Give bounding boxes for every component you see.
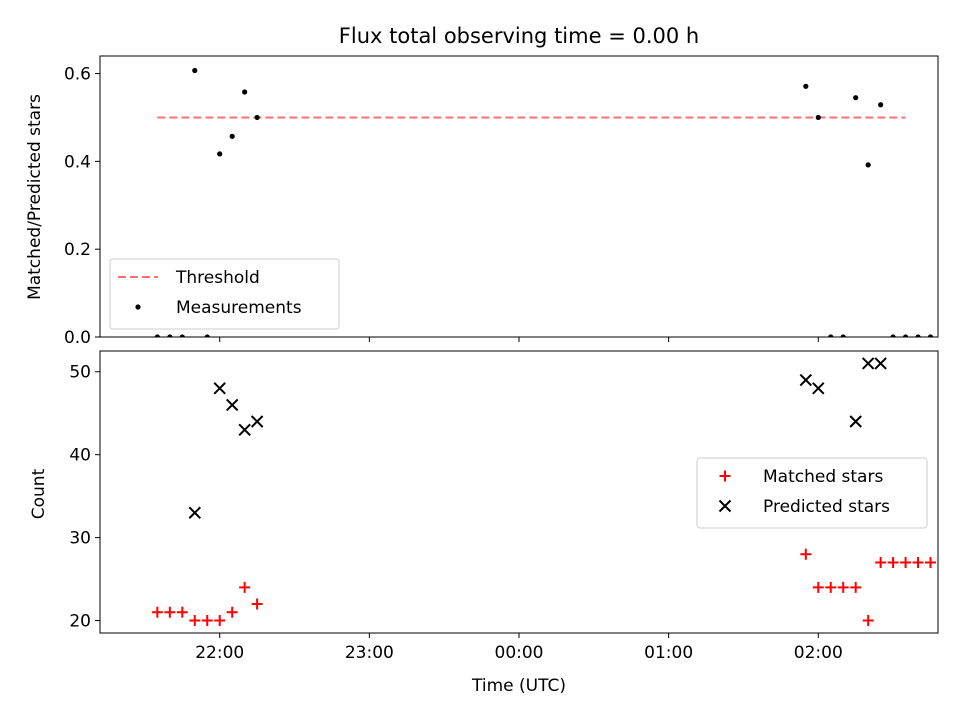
x-axis-label: Time (UTC) — [471, 676, 566, 696]
matched-star-point — [925, 557, 937, 568]
legend-swatch — [718, 499, 732, 513]
matched-star-point — [214, 615, 226, 627]
y-tick-label: 0.0 — [64, 328, 91, 348]
measurement-point — [154, 334, 160, 337]
x-tick-label: 00:00 — [495, 643, 544, 663]
measurement-point — [815, 114, 821, 121]
measurement-point — [915, 334, 921, 337]
matched-star-point — [900, 557, 912, 568]
matched-star-point — [812, 581, 824, 593]
measurement-point — [828, 334, 834, 337]
x-tick-label: 01:00 — [644, 643, 693, 663]
measurement-point — [902, 334, 909, 337]
matched-star-point — [176, 606, 188, 618]
y-tick-label: 30 — [69, 529, 91, 549]
y-tick-label: 50 — [69, 363, 91, 383]
matched-star-point — [887, 557, 899, 568]
count-panel: 20 30 40 50 22:00 23:00 00:00 01:00 02:00 Matched… — [69, 350, 960, 663]
measurement-point — [878, 102, 884, 108]
predicted-star-point — [812, 382, 825, 395]
predicted-star-point — [250, 415, 264, 428]
matched-star-point — [837, 581, 849, 593]
matched-star-point — [151, 606, 163, 618]
matched-star-point — [950, 557, 960, 568]
legend-label: Matched stars — [763, 467, 883, 487]
y-tick-label: 20 — [69, 612, 91, 632]
measurement-point — [192, 67, 198, 74]
measurement-point — [853, 95, 859, 101]
measurement-point — [890, 334, 896, 337]
ratio-y-axis-label: Matched/Predicted stars — [25, 94, 45, 300]
measurement-point — [179, 334, 185, 337]
matched-star-point — [251, 598, 263, 610]
measurement-point — [242, 89, 248, 95]
measurement-point — [167, 334, 173, 337]
y-tick-label: 0.6 — [64, 65, 91, 85]
measurement-point — [953, 334, 958, 339]
legend-label: Measurements — [176, 298, 302, 318]
legend-label: Predicted stars — [763, 497, 890, 517]
x-tick-label: 02:00 — [794, 643, 843, 663]
matched-star-point — [189, 615, 201, 627]
plot-area — [151, 357, 960, 627]
matched-star-point — [937, 561, 938, 564]
legend-label: Threshold — [175, 268, 260, 288]
predicted-star-point — [188, 506, 201, 519]
legend-frame — [696, 457, 928, 529]
legend: Matched stars Predicted stars — [696, 457, 928, 529]
legend: Threshold Measurements — [109, 258, 340, 330]
matched-star-point — [800, 548, 812, 560]
legend-swatch — [719, 470, 731, 482]
matched-star-point — [850, 581, 862, 593]
x-tick-label: 22:00 — [195, 643, 244, 663]
matched-star-point — [226, 606, 238, 618]
count-y-axis-label: Count — [29, 468, 49, 519]
measurement-point — [217, 151, 223, 157]
plot-area — [154, 67, 958, 339]
measurement-point — [229, 133, 235, 139]
chart-title: Flux total observing time = 0.00 h — [339, 24, 699, 48]
measurement-point — [254, 114, 260, 121]
matched-star-point — [862, 615, 874, 627]
y-tick-label: 0.4 — [64, 152, 91, 172]
matched-star-point — [239, 581, 251, 593]
measurement-point — [840, 334, 846, 337]
matched-star-point — [875, 557, 887, 568]
ratio-panel: 0.0 0.2 0.4 0.6 Threshold Measurements — [64, 55, 958, 348]
matched-star-point — [164, 606, 176, 618]
measurement-point — [940, 334, 945, 339]
predicted-star-point — [799, 373, 813, 387]
y-tick-label: 40 — [69, 446, 91, 466]
matched-star-point — [201, 615, 213, 627]
x-tick-label: 23:00 — [345, 643, 394, 663]
predicted-star-point — [225, 398, 239, 412]
measurement-point — [865, 162, 871, 168]
matched-star-point — [825, 581, 837, 593]
predicted-star-point — [849, 415, 862, 428]
legend-frame — [109, 258, 340, 330]
predicted-star-point — [874, 357, 887, 370]
measurement-point — [204, 334, 210, 337]
legend-swatch — [135, 304, 141, 310]
predicted-star-point — [861, 357, 875, 370]
predicted-star-point — [213, 382, 226, 395]
y-tick-label: 0.2 — [64, 240, 91, 260]
measurement-point — [803, 83, 809, 89]
measurement-point — [927, 334, 934, 337]
matched-star-point — [912, 557, 924, 568]
predicted-star-point — [238, 423, 251, 437]
